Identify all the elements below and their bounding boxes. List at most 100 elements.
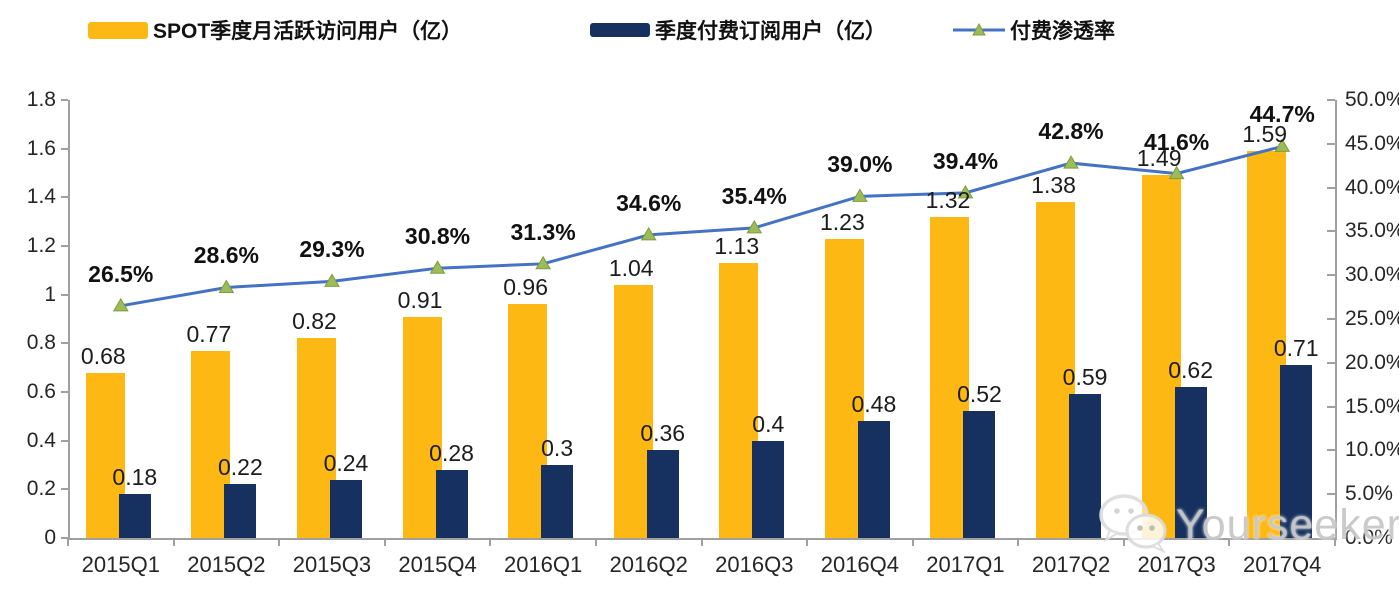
- x-axis-label: 2017Q4: [1243, 552, 1322, 577]
- bar-mau: [613, 284, 653, 538]
- y-axis-label-left: 1.8: [26, 88, 56, 111]
- bar-subscribers: [1174, 387, 1207, 538]
- y-axis-right-tick: [1327, 230, 1335, 233]
- bar-value-label-subscribers: 0.48: [851, 391, 897, 418]
- y-axis-left-tick: [61, 342, 68, 345]
- x-axis-tick: [67, 538, 69, 546]
- y-axis-left-tick: [61, 293, 68, 296]
- x-axis-label: 2015Q4: [398, 552, 477, 577]
- line-marker-triangle: [1063, 155, 1079, 169]
- bar-value-label-mau: 0.77: [186, 320, 232, 347]
- line-marker-triangle: [746, 219, 763, 234]
- y-axis-label-left: 1.2: [26, 234, 56, 257]
- y-axis-label-right: 30.0%: [1345, 263, 1399, 287]
- x-axis-tick: [172, 538, 175, 546]
- x-axis-tick: [1017, 538, 1020, 546]
- y-axis-label-left: 0.6: [26, 380, 56, 403]
- bar-value-label-mau: 1.38: [1031, 172, 1076, 199]
- line-marker-triangle: [640, 226, 657, 241]
- y-axis-left-tick: [61, 196, 68, 199]
- wechat-icon: [1096, 490, 1172, 560]
- x-axis-label: 2016Q3: [715, 552, 794, 577]
- y-axis-label-right: 40.0%: [1345, 175, 1399, 199]
- bar-subscribers: [752, 440, 785, 538]
- bar-value-label-subscribers: 0.62: [1168, 357, 1214, 384]
- x-axis-tick: [911, 538, 914, 546]
- legend-label-penetration: 付费渗透率: [1010, 20, 1115, 43]
- x-axis-label: 2016Q1: [503, 552, 583, 577]
- y-axis-right-tick: [1327, 361, 1335, 364]
- line-marker-triangle: [218, 279, 235, 293]
- penetration-label: 31.3%: [510, 218, 576, 245]
- penetration-label: 30.8%: [404, 223, 471, 250]
- x-axis-tick: [806, 538, 809, 546]
- y-axis-right-tick: [1327, 99, 1335, 101]
- bar-value-label-subscribers: 0.52: [957, 381, 1002, 408]
- y-axis-label-right: 45.0%: [1345, 131, 1399, 155]
- penetration-label: 44.7%: [1249, 101, 1315, 128]
- bar-subscribers: [1280, 365, 1313, 538]
- bar-value-label-subscribers: 0.59: [1062, 364, 1108, 391]
- bar-mau: [402, 316, 442, 538]
- bar-value-label-mau: 0.82: [292, 308, 337, 335]
- bar-value-label-mau: 0.91: [397, 286, 443, 313]
- bar-value-label-subscribers: 0.24: [323, 449, 369, 476]
- bar-value-label-subscribers: 0.18: [112, 464, 158, 491]
- penetration-label: 42.8%: [1038, 118, 1104, 145]
- y-axis-label-left: 0.4: [26, 428, 56, 452]
- y-axis-label-right: 15.0%: [1345, 394, 1399, 418]
- penetration-label: 41.6%: [1144, 128, 1210, 155]
- bar-value-label-subscribers: 0.4: [752, 410, 785, 437]
- x-axis-label: 2017Q3: [1137, 552, 1216, 577]
- y-axis-label-left: 1: [44, 282, 56, 306]
- line-marker-triangle: [429, 260, 446, 274]
- legend-item-mau: SPOT季度月活跃访问用户（亿）: [88, 16, 462, 44]
- x-axis-label: 2017Q1: [926, 552, 1005, 577]
- penetration-label: 26.5%: [88, 260, 154, 287]
- legend-item-penetration: 付费渗透率: [953, 16, 1115, 44]
- bar-subscribers: [1069, 394, 1102, 538]
- x-axis-tick: [489, 538, 492, 546]
- bar-mau: [719, 263, 759, 538]
- y-axis-right-tick: [1327, 318, 1335, 320]
- x-axis-label: 2015Q1: [81, 552, 160, 577]
- bar-mau: [508, 304, 548, 538]
- legend-label-mau: SPOT季度月活跃访问用户（亿）: [153, 20, 463, 43]
- y-axis-label-right: 25.0%: [1345, 307, 1399, 330]
- x-axis-label: 2016Q4: [820, 552, 900, 577]
- x-axis-tick: [1334, 538, 1336, 546]
- bar-value-label-subscribers: 0.28: [429, 439, 474, 466]
- penetration-label: 28.6%: [193, 242, 259, 269]
- y-axis-left-tick: [61, 245, 68, 247]
- legend-item-subscribers: 季度付费订阅用户（亿）: [590, 16, 886, 44]
- bar-subscribers: [224, 484, 257, 538]
- bar-mau: [296, 338, 336, 538]
- y-axis-right-tick: [1327, 449, 1335, 452]
- bar-subscribers: [963, 411, 996, 538]
- y-axis-right-tick: [1327, 537, 1335, 539]
- y-axis-label-right: 35.0%: [1345, 219, 1399, 243]
- y-axis-label-left: 1.6: [26, 136, 56, 160]
- line-marker-triangle: [324, 273, 340, 287]
- legend-swatch-mau: [88, 21, 148, 39]
- penetration-label: 29.3%: [299, 236, 365, 263]
- x-axis-label: 2016Q2: [609, 552, 688, 577]
- y-axis-label-right: 0.0%: [1345, 526, 1393, 549]
- x-axis-label: 2017Q2: [1031, 552, 1111, 577]
- legend-swatch-subscribers: [590, 23, 650, 37]
- y-axis-left-tick: [61, 537, 68, 539]
- penetration-label: 39.4%: [932, 147, 999, 174]
- y-axis-left-tick: [61, 99, 68, 101]
- x-axis-tick: [1228, 538, 1231, 546]
- y-axis-right-line: [1335, 100, 1337, 538]
- y-axis-right-tick: [1327, 186, 1335, 189]
- y-axis-left-tick: [61, 439, 68, 442]
- x-axis-tick: [383, 538, 386, 546]
- watermark: Yourseeker: [1096, 490, 1399, 560]
- y-axis-left-line: [68, 100, 70, 538]
- y-axis-right-tick: [1327, 274, 1335, 277]
- y-axis-right-tick: [1327, 142, 1335, 145]
- bar-subscribers: [541, 465, 574, 538]
- y-axis-label-left: 0.8: [26, 331, 56, 355]
